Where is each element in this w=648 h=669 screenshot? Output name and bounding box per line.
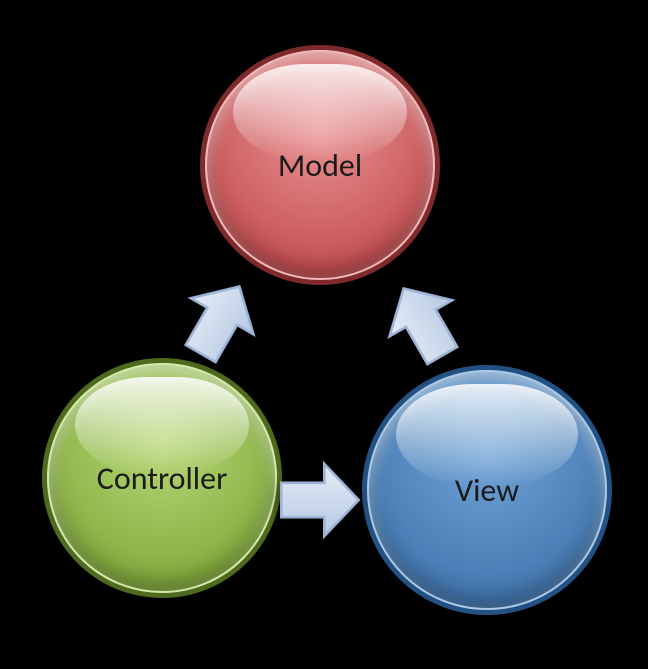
node-model: Model: [200, 45, 440, 285]
node-controller: Controller: [42, 358, 282, 598]
arrow-controller-to-view: [277, 457, 363, 543]
mvc-diagram: Model Controller View: [0, 0, 648, 669]
arrow-view-to-model: [364, 263, 481, 380]
node-view-label: View: [455, 471, 519, 510]
node-controller-label: Controller: [97, 459, 227, 498]
node-view: View: [362, 365, 612, 615]
arrow-icon: [364, 263, 481, 380]
node-model-label: Model: [278, 146, 362, 185]
arrow-icon: [277, 457, 363, 543]
